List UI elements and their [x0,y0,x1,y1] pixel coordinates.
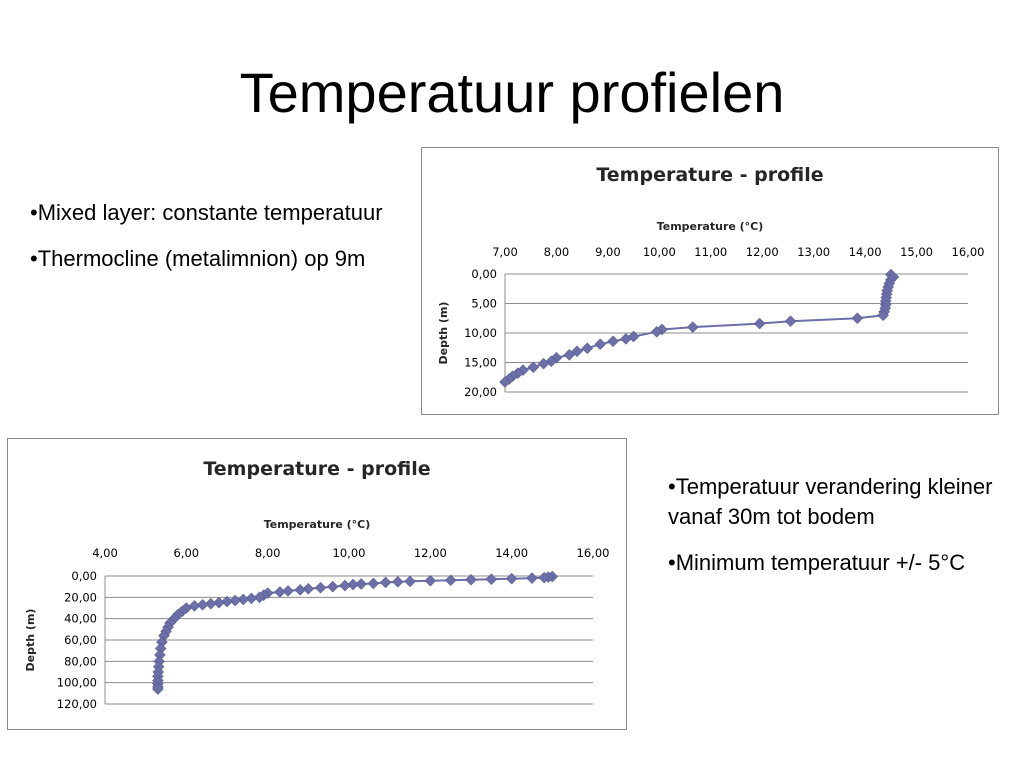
chart-bottom-svg: Temperature - profile Temperature (°C) Dep… [24,458,610,711]
data-point [204,597,217,610]
data-point [851,312,864,325]
x-tick-label: 16,00 [952,245,985,259]
data-point [537,357,550,370]
data-point [326,580,339,593]
data-point [538,571,551,584]
data-point [877,309,889,322]
data-point [221,595,233,608]
data-point [379,576,392,589]
y-tick-label: 80,00 [64,654,97,668]
x-tick-label: 8,00 [255,546,281,560]
data-point [485,573,498,586]
data-point [253,591,266,604]
x-tick-label: 12,00 [746,245,779,259]
chart-title: Temperature - profile [596,164,823,186]
data-point [620,333,632,345]
x-tick-label: 8,00 [544,245,570,259]
x-tick-label: 13,00 [797,245,830,259]
data-point [282,585,294,597]
data-point [581,342,594,355]
x-tick-label: 9,00 [595,245,621,259]
y-tick-label: 20,00 [464,385,497,399]
y-tick-label: 10,00 [464,326,497,340]
bullet-mixed-layer: •Mixed layer: constante temperatuur [30,200,383,225]
series-line [504,273,895,383]
data-point [237,593,250,606]
bullet-minimum-temperature: •Minimum temperatuur +/- 5°C [668,550,966,575]
x-tick-label: 10,00 [333,546,366,560]
y-tick-label: 120,00 [57,697,97,711]
data-point [444,574,457,587]
right-bullet-list: •Temperatuur verandering kleiner vanaf 3… [668,472,1008,594]
data-point [213,596,225,609]
y-axis-label: Depth (m) [437,302,450,365]
data-point [607,335,619,348]
data-point [152,683,164,695]
data-point [505,572,518,585]
y-tick-label: 20,00 [64,590,97,604]
x-tick-label: 14,00 [849,245,882,259]
y-axis-label: Depth (m) [24,609,37,672]
y-tick-label: 0,00 [71,569,97,583]
x-tick-label: 15,00 [900,245,933,259]
x-axis-label: Temperature (°C) [657,220,764,233]
data-point [294,584,307,596]
data-point [274,586,286,598]
x-axis-label: Temperature (°C) [264,518,371,531]
y-tick-label: 0,00 [471,267,497,281]
x-tick-label: 12,00 [414,546,447,560]
data-point [229,594,241,607]
data-point [499,376,511,388]
data-point [650,325,663,338]
data-point [404,575,416,588]
data-point [391,576,404,588]
chart-top-frame: Temperature - profile Temperature (°C) Dep… [421,147,999,415]
slide-title: Temperatuur profielen [239,61,785,124]
data-point [367,577,380,590]
data-point [526,572,538,584]
x-tick-label: 4,00 [92,546,118,560]
data-point [196,598,209,611]
y-tick-label: 40,00 [64,612,97,626]
data-point [784,315,797,328]
data-point [527,361,540,374]
data-point [594,338,607,351]
x-tick-label: 11,00 [694,245,727,259]
x-tick-label: 16,00 [577,546,610,560]
chart-bottom-frame: Temperature - profile Temperature (°C) Dep… [7,438,627,730]
data-point [355,578,368,590]
y-tick-label: 100,00 [57,676,97,690]
x-tick-label: 14,00 [495,546,528,560]
data-point [245,592,258,605]
data-point [753,317,766,330]
x-tick-label: 6,00 [174,546,200,560]
chart-title: Temperature - profile [203,458,430,480]
data-point [314,581,327,594]
left-bullet-list: •Mixed layer: constante temperatuur •The… [30,198,400,290]
data-point [339,579,351,592]
data-point [686,321,699,333]
series-line [156,575,553,690]
data-point [302,582,315,595]
chart-top-svg: Temperature - profile Temperature (°C) Dep… [437,164,985,399]
x-tick-label: 10,00 [643,245,676,259]
y-tick-label: 15,00 [464,356,497,370]
data-point [465,573,477,586]
data-point [188,600,201,612]
data-point [347,578,359,591]
y-tick-label: 5,00 [471,297,497,311]
bullet-temperature-change: •Temperatuur verandering kleiner vanaf 3… [668,474,993,529]
data-point [563,348,576,361]
y-tick-label: 60,00 [64,633,97,647]
bullet-thermocline: •Thermocline (metalimnion) op 9m [30,246,366,271]
x-tick-label: 7,00 [492,245,518,259]
data-point [424,574,437,587]
